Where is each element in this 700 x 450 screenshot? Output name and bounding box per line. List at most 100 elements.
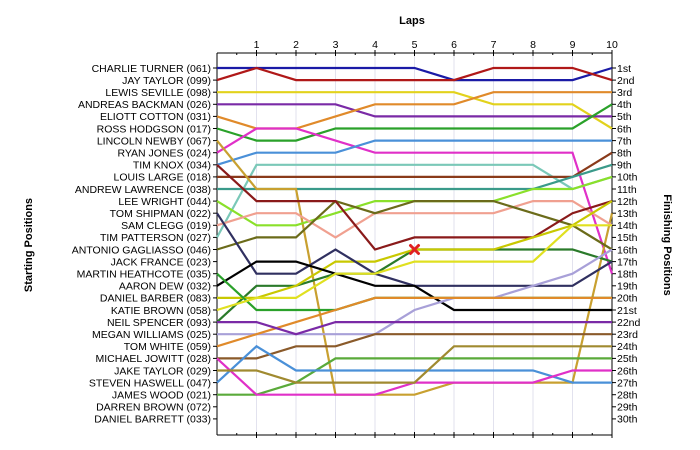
lap-tick-label: 9 <box>570 39 576 51</box>
driver-label: RYAN JONES (024) <box>117 148 211 160</box>
finishing-position-label: 3rd <box>617 87 632 99</box>
series-line <box>216 296 612 348</box>
series-line <box>217 333 612 360</box>
driver-label: JAKE TAYLOR (029) <box>114 365 211 377</box>
series-line <box>216 103 613 142</box>
lap-tick-label: 6 <box>451 39 457 51</box>
finishing-position-label: 2nd <box>617 75 635 87</box>
finishing-position-label: 26th <box>617 365 638 377</box>
series-line <box>217 91 613 130</box>
lap-tick-label: 3 <box>333 39 339 51</box>
driver-label: JACK FRANCE (023) <box>111 256 211 268</box>
series-line <box>217 103 612 118</box>
finishing-position-label: 12th <box>617 196 638 208</box>
driver-label: ELIOTT COTTON (031) <box>100 111 211 123</box>
lap-tick-label: 1 <box>254 39 260 51</box>
finishing-position-label: 27th <box>617 377 638 389</box>
finishing-position-label: 6th <box>617 123 632 135</box>
series-lines <box>216 66 614 396</box>
driver-label: TOM WHITE (059) <box>124 341 211 353</box>
finishing-position-label: 13th <box>617 208 638 220</box>
series-line <box>216 224 612 312</box>
driver-label: MICHAEL JOWITT (028) <box>95 353 211 365</box>
series-line <box>216 163 613 238</box>
driver-label: SAM CLEGG (019) <box>121 220 211 232</box>
driver-label: ANTONIO GAGLIASSO (046) <box>72 244 211 256</box>
series-line <box>217 151 613 178</box>
lap-tick-label: 2 <box>293 39 299 51</box>
right-axis-label: Finishing Positions <box>661 194 673 295</box>
finishing-position-label: 24th <box>617 341 638 353</box>
left-axis-label: Starting Positions <box>23 198 35 292</box>
finishing-position-label: 16th <box>617 244 638 256</box>
finishing-position-label: 20th <box>617 293 638 305</box>
driver-label: STEVEN HASWELL (047) <box>89 377 211 389</box>
finishing-position-label: 4th <box>617 99 632 111</box>
series-line <box>216 139 612 166</box>
driver-label: MEGAN WILLIAMS (025) <box>92 329 211 341</box>
cursor-marker-cross <box>409 244 420 255</box>
lap-tick-label: 8 <box>530 39 536 51</box>
driver-label: KATIE BROWN (058) <box>111 305 211 317</box>
finishing-position-label: 15th <box>617 232 638 244</box>
finishing-position-label: 29th <box>617 402 638 414</box>
finishing-position-label: 23rd <box>617 329 638 341</box>
driver-label: LEWIS SEVILLE (098) <box>105 87 211 99</box>
finishing-position-label: 10th <box>617 172 638 184</box>
series-line <box>216 127 614 275</box>
finishing-position-label: 7th <box>617 135 632 147</box>
series-line <box>217 357 612 396</box>
driver-label: JAY TAYLOR (099) <box>122 75 211 87</box>
driver-label: MARTIN HEATHCOTE (035) <box>77 269 211 281</box>
driver-label: ROSS HODGSON (017) <box>97 123 211 135</box>
driver-label: DANIEL BARRETT (033) <box>94 414 211 426</box>
finishing-position-label: 25th <box>617 353 638 365</box>
series-line <box>217 66 613 82</box>
finishing-position-label: 19th <box>617 281 638 293</box>
lap-tick-label: 4 <box>372 39 378 51</box>
driver-label: AARON DEW (032) <box>119 281 211 293</box>
driver-label: LINCOLN NEWBY (067) <box>97 135 211 147</box>
chart-title: Laps <box>399 15 425 27</box>
finishing-position-label: 14th <box>617 220 638 232</box>
finishing-position-label: 18th <box>617 269 638 281</box>
series-line <box>217 345 612 384</box>
driver-label: NEIL SPENCER (093) <box>107 317 211 329</box>
finishing-position-label: 1st <box>617 63 631 75</box>
series-line <box>217 321 612 336</box>
driver-label: JAMES WOOD (021) <box>112 390 211 402</box>
series-line <box>216 200 613 239</box>
series-line <box>216 199 613 251</box>
finishing-position-label: 5th <box>617 111 632 123</box>
driver-label: TIM PATTERSON (027) <box>100 232 211 244</box>
labels: 1 2 3 4 5 6 7 8 9 10 CHARLIE TURNER (061)JAY TAYLO… <box>72 39 641 426</box>
series-line <box>216 66 613 82</box>
series-line <box>217 248 613 336</box>
cursor-marker <box>409 244 420 255</box>
driver-label: DARREN BROWN (072) <box>96 402 211 414</box>
finishing-position-label: 21st <box>617 305 637 317</box>
driver-label: ANDREW LAWRENCE (038) <box>75 184 211 196</box>
finishing-position-label: 22nd <box>617 317 641 329</box>
lap-tick-label: 7 <box>491 39 497 51</box>
driver-label: TIM KNOX (034) <box>133 160 211 172</box>
lap-tick-label: 5 <box>412 39 418 51</box>
series-line <box>216 260 612 312</box>
driver-label: DANIEL BARBER (083) <box>100 293 211 305</box>
finishing-position-label: 30th <box>617 414 638 426</box>
finishing-position-label: 28th <box>617 390 638 402</box>
finishing-position-label: 17th <box>617 256 638 268</box>
driver-label: TOM SHIPMAN (022) <box>110 208 211 220</box>
finishing-position-label: 8th <box>617 148 632 160</box>
lap-tick-label: 10 <box>606 39 618 51</box>
finishing-position-label: 11th <box>617 184 637 196</box>
series-line <box>216 139 614 396</box>
series-line <box>216 344 612 384</box>
driver-label: LEE WRIGHT (044) <box>118 196 211 208</box>
driver-label: ANDREAS BACKMAN (026) <box>78 99 211 111</box>
finishing-position-label: 9th <box>617 160 632 172</box>
series-line <box>216 163 613 251</box>
driver-label: LOUIS LARGE (018) <box>114 172 211 184</box>
driver-label: CHARLIE TURNER (061) <box>92 63 211 75</box>
